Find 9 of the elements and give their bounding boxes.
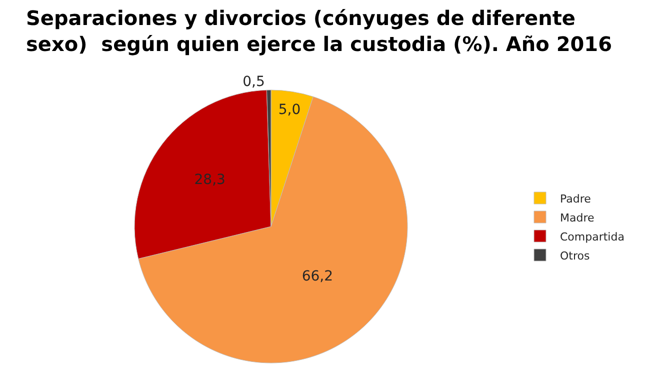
legend-label: Madre [560,211,594,224]
legend-label: Padre [560,192,592,206]
data-label: 5,0 [278,102,301,118]
data-label: 0,5 [242,74,265,90]
legend-label: Otros [560,249,590,262]
chart-title: Separaciones y divorcios (cónyuges de diferente sexo) según quien ejerce la custodia (%). Año 2016 [26,6,612,56]
legend-label: Compartida [560,230,624,244]
data-label: 66,2 [302,268,333,285]
data-label: 28,3 [194,172,226,188]
